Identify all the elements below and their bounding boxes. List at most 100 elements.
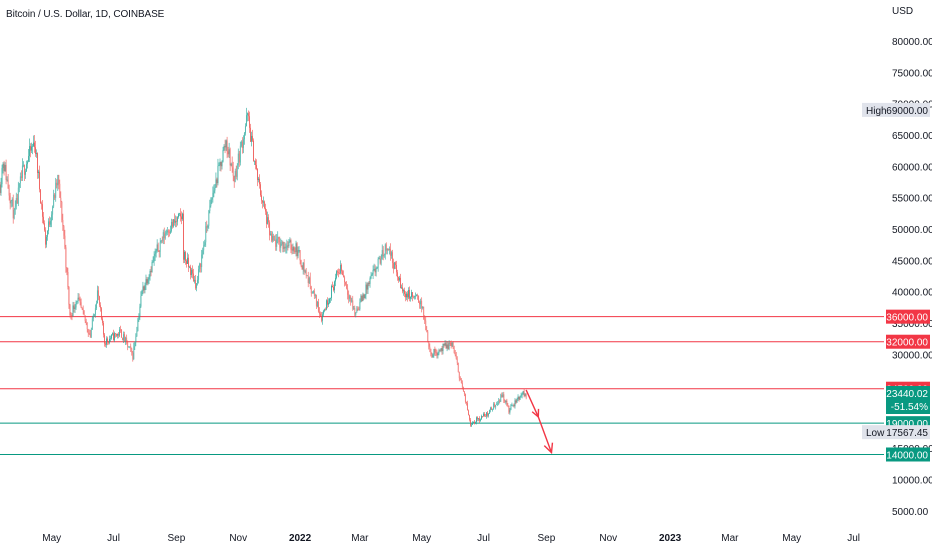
candle-body-2021-05-11 bbox=[61, 201, 63, 221]
candle-body-2021-05-08 bbox=[58, 174, 60, 184]
candle-body-2022-01-15 bbox=[313, 291, 315, 296]
candle-body-2022-07-18 bbox=[500, 394, 502, 402]
candle-body-2021-03-28 bbox=[16, 198, 18, 204]
x-tick-label: 2023 bbox=[659, 533, 682, 544]
x-tick-label: May bbox=[412, 533, 431, 544]
candle-body-2021-11-17 bbox=[254, 160, 255, 162]
candle-body-2021-07-15 bbox=[127, 341, 129, 347]
candle-body-2021-11-01 bbox=[237, 153, 239, 166]
candle-body-2021-12-26 bbox=[293, 247, 295, 252]
candle-body-2021-12-28 bbox=[295, 243, 297, 252]
high-marker-value: 69000.00 bbox=[886, 106, 928, 117]
candle-body-2022-01-22 bbox=[321, 316, 322, 321]
candle-body-2021-03-14 bbox=[2, 163, 4, 169]
candle-body-2021-10-07 bbox=[212, 192, 214, 198]
level-tag-32000.00: 32000.00 bbox=[886, 338, 928, 349]
candle-body-2022-04-22 bbox=[412, 292, 413, 297]
candle-body-2022-01-30 bbox=[329, 298, 330, 303]
candle-body-2021-03-15 bbox=[3, 163, 5, 172]
candle-body-2021-05-12 bbox=[62, 220, 64, 227]
candle-body-2021-10-29 bbox=[234, 171, 236, 182]
candle-body-2021-05-16 bbox=[66, 267, 68, 273]
candle-body-2021-09-19 bbox=[194, 279, 195, 282]
low-marker-value: 17567.45 bbox=[886, 428, 928, 439]
candle-body-2022-04-20 bbox=[410, 297, 411, 299]
candle-body-2022-02-08 bbox=[338, 272, 339, 274]
candle-body-2022-07-17 bbox=[499, 400, 501, 402]
candle-body-2022-03-08 bbox=[366, 284, 368, 290]
candle-body-2022-02-04 bbox=[334, 281, 335, 291]
candle-body-2022-01-11 bbox=[309, 277, 311, 287]
candle-body-2021-10-03 bbox=[208, 210, 210, 226]
candle-body-2021-09-13 bbox=[188, 257, 189, 268]
candle-body-2021-11-29 bbox=[266, 211, 267, 224]
candle-body-2021-10-23 bbox=[228, 149, 230, 155]
candle-body-2022-03-01 bbox=[359, 302, 361, 310]
candle-body-2022-04-28 bbox=[418, 295, 420, 303]
candle-body-2021-07-01 bbox=[113, 333, 114, 341]
candle-body-2021-06-13 bbox=[94, 308, 96, 315]
candle-body-2021-11-21 bbox=[258, 178, 259, 180]
candle-body-2021-10-11 bbox=[216, 179, 218, 184]
candle-body-2021-11-23 bbox=[260, 184, 261, 196]
projection-arrowhead bbox=[543, 442, 554, 455]
x-tick-label: Jul bbox=[107, 533, 120, 544]
candle-body-2021-09-09 bbox=[184, 252, 185, 260]
candle-body-2021-12-08 bbox=[275, 239, 277, 247]
candle-body-2022-05-26 bbox=[446, 344, 448, 349]
candle-body-2022-07-05 bbox=[487, 412, 488, 416]
candle-body-2022-05-20 bbox=[440, 348, 442, 351]
x-tick-label: May bbox=[42, 533, 61, 544]
last-price-value: 23440.02 bbox=[886, 389, 928, 400]
price-axis[interactable]: USD 80000.0075000.0070000.0065000.006000… bbox=[892, 6, 932, 518]
candle-body-2021-09-15 bbox=[190, 266, 191, 276]
candle-body-2021-07-17 bbox=[129, 346, 131, 348]
candle-body-2021-06-23 bbox=[105, 343, 106, 345]
candle-body-2022-03-04 bbox=[362, 294, 364, 302]
candle-body-2022-03-09 bbox=[367, 282, 369, 290]
candle-body-2021-11-10 bbox=[247, 113, 248, 116]
candle-body-2021-12-09 bbox=[276, 238, 278, 247]
candle-body-2022-07-19 bbox=[501, 394, 503, 398]
time-axis[interactable]: May Jul Sep Nov 2022 Mar May Jul Sep Nov 2023 Mar Ma… bbox=[42, 533, 860, 544]
candle-body-2022-01-23 bbox=[322, 314, 323, 321]
candle-body-2022-07-07 bbox=[489, 409, 491, 414]
candle-body-2022-05-27 bbox=[447, 344, 449, 350]
candle-body-2021-05-24 bbox=[74, 307, 76, 309]
candle-body-2021-12-11 bbox=[278, 237, 280, 243]
candle-body-2022-03-31 bbox=[389, 248, 391, 256]
candle-body-2021-11-19 bbox=[256, 165, 257, 169]
candle-body-2022-02-17 bbox=[347, 288, 349, 295]
candle-body-2022-03-06 bbox=[364, 294, 366, 299]
candle-body-2022-06-09 bbox=[460, 379, 462, 383]
candle-body-2021-03-31 bbox=[19, 176, 21, 184]
candle-body-2022-06-25 bbox=[477, 417, 478, 420]
candle-body-2021-06-20 bbox=[102, 318, 103, 323]
x-tick-label: Mar bbox=[721, 533, 739, 544]
candle-body-2022-02-21 bbox=[351, 300, 353, 302]
candle-body-2021-09-28 bbox=[203, 245, 205, 251]
candle-body-2021-05-02 bbox=[52, 206, 54, 215]
candle-body-2022-02-25 bbox=[355, 312, 357, 315]
candle-body-2022-05-08 bbox=[428, 341, 430, 347]
candle-body-2022-06-04 bbox=[455, 354, 457, 359]
candle-body-2021-12-15 bbox=[282, 241, 284, 249]
candle-body-2021-07-19 bbox=[131, 348, 133, 353]
candle-body-2022-07-08 bbox=[490, 407, 492, 410]
candle-body-2022-08-05 bbox=[518, 396, 520, 400]
candle-body-2022-04-08 bbox=[398, 277, 399, 281]
candle-body-2021-06-27 bbox=[109, 338, 110, 343]
candle-body-2021-12-23 bbox=[290, 240, 292, 250]
candle-body-2021-03-13 bbox=[1, 168, 3, 185]
candle-body-2022-08-04 bbox=[517, 396, 519, 399]
candle-body-2022-06-13 bbox=[464, 394, 466, 402]
candle-body-2022-01-17 bbox=[315, 295, 317, 307]
candle-body-2021-12-14 bbox=[281, 241, 283, 245]
candle-body-2021-05-04 bbox=[54, 194, 56, 198]
candle-body-2021-03-18 bbox=[6, 179, 8, 181]
candle-body-2021-11-25 bbox=[262, 200, 263, 203]
candle-body-2021-04-12 bbox=[32, 145, 33, 147]
candle-body-2022-01-24 bbox=[323, 310, 324, 315]
candle-body-2021-10-14 bbox=[219, 161, 221, 166]
